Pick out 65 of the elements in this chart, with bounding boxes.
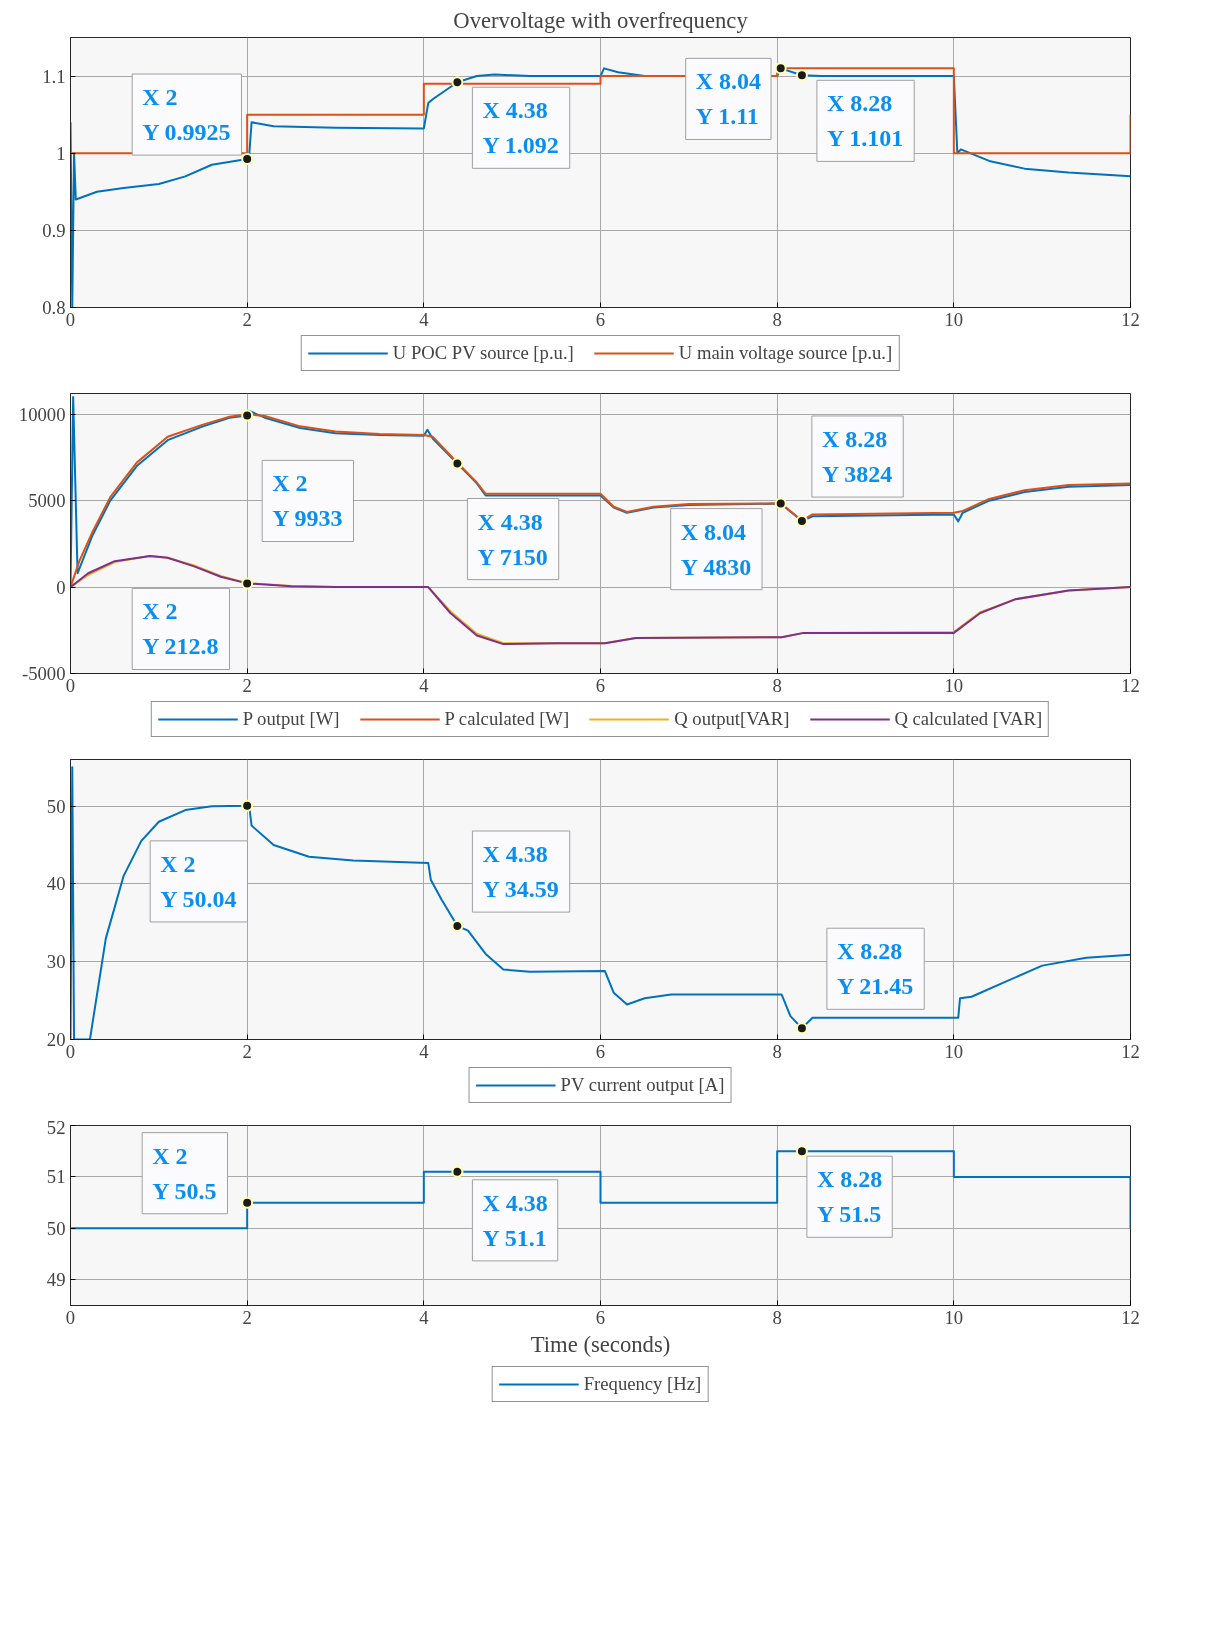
y-tick-label: 50	[46, 795, 66, 817]
x-tick-label: 8	[772, 1306, 782, 1328]
x-tick-label: 2	[242, 1306, 252, 1328]
annotation: X 8.04 Y 4830	[680, 518, 752, 580]
y-tick-label: -5000	[21, 663, 66, 684]
x-tick-label: 4	[419, 1040, 430, 1062]
x-tick-label: 2	[242, 308, 252, 330]
annotation: X 8.28 Y 21.45	[836, 938, 914, 1000]
annotation: X 2 Y 9933	[272, 470, 343, 532]
x-tick-label: 6	[595, 1040, 606, 1062]
legend-label: Q output[VAR]	[674, 708, 790, 730]
y-tick-label: 5000	[28, 490, 66, 512]
annotation: X 2 Y 212.8	[142, 598, 219, 660]
x-tick-label: 12	[1121, 1306, 1140, 1328]
legend-label: P output [W]	[242, 708, 340, 730]
annotation: X 2 Y 50.04	[160, 850, 237, 912]
annotation: X 8.28 Y 1.101	[826, 90, 904, 152]
x-tick-label: 12	[1121, 674, 1140, 696]
x-tick-label: 8	[772, 1040, 782, 1062]
annotation: X 4.38 Y 7150	[477, 508, 548, 570]
x-axis-title: Time (seconds)	[530, 1331, 671, 1357]
legend-label: P calculated [W]	[444, 708, 570, 730]
x-tick-label: 6	[595, 308, 606, 330]
y-tick-label: 10000	[18, 403, 66, 425]
x-tick-label: 6	[595, 674, 606, 696]
legend-label: Frequency [Hz]	[583, 1373, 702, 1395]
y-tick-label: 0.9	[42, 219, 66, 241]
x-tick-label: 12	[1121, 1040, 1140, 1062]
chart-title: Overvoltage with overfrequency	[453, 7, 749, 33]
y-tick-label: 52	[46, 1116, 66, 1138]
legend-label: U POC PV source [p.u.]	[392, 342, 574, 364]
legend-label: Q calculated [VAR]	[894, 708, 1043, 730]
y-tick-label: 40	[46, 873, 66, 895]
annotation: X 8.28 Y 3824	[821, 425, 893, 488]
x-tick-label: 4	[419, 308, 430, 330]
annotation: X 8.28 Y 51.5	[816, 1166, 883, 1228]
annotation: X 2 Y 0.9925	[142, 84, 231, 146]
y-tick-label: 49	[46, 1269, 66, 1291]
annotation: X 4.38 Y 51.1	[482, 1189, 548, 1251]
annotation: X 2 Y 50.5	[152, 1142, 217, 1204]
y-tick-label: 51	[46, 1166, 66, 1188]
y-tick-label: 0.8	[42, 297, 66, 318]
legend-label: PV current output [A]	[560, 1074, 725, 1096]
y-tick-label: 30	[46, 951, 66, 973]
y-tick-label: 50	[46, 1217, 66, 1239]
legend-label: U main voltage source [p.u.]	[678, 342, 893, 364]
x-tick-label: 10	[944, 674, 964, 696]
annotation: X 4.38 Y 1.092	[482, 97, 559, 159]
y-tick-label: 0	[56, 576, 66, 598]
x-tick-label: 6	[595, 1306, 606, 1328]
x-tick-label: 2	[242, 1040, 252, 1062]
y-tick-label: 1.1	[42, 65, 66, 87]
x-tick-label: 10	[944, 1040, 964, 1062]
annotation: X 4.38 Y 34.59	[482, 841, 559, 903]
x-tick-label: 12	[1121, 308, 1140, 330]
x-tick-label: 10	[944, 308, 964, 330]
x-tick-label: 4	[419, 674, 430, 696]
y-tick-label: 20	[46, 1029, 66, 1050]
x-tick-label: 10	[944, 1306, 964, 1328]
y-tick-label: 1	[56, 142, 66, 164]
x-tick-label: 8	[772, 308, 782, 330]
x-tick-label: 4	[419, 1306, 430, 1328]
x-tick-label: 2	[242, 674, 252, 696]
annotation: X 8.04 Y 1.11	[695, 68, 762, 130]
x-tick-label: 8	[772, 674, 782, 696]
